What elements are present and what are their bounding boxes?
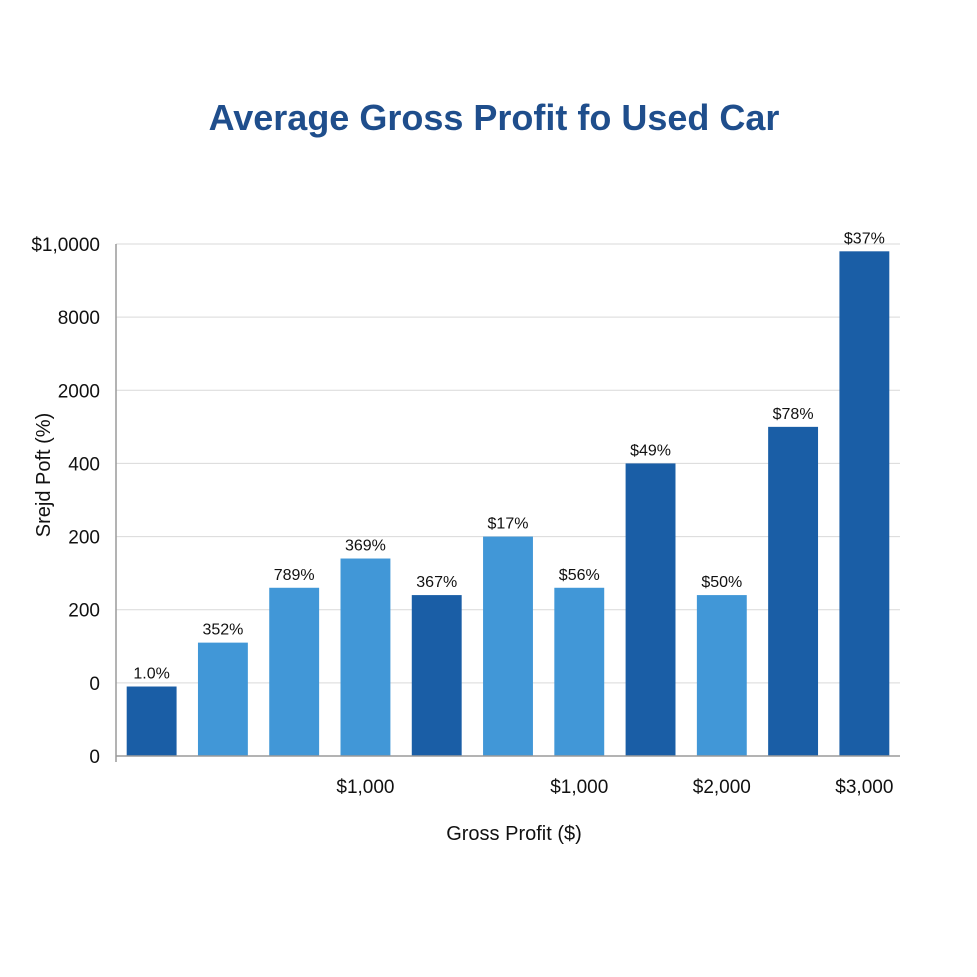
bar	[126, 686, 177, 756]
bar-value-label: 789%	[274, 567, 315, 584]
data-labels: 1.0% 352% 789% 369% 367% $17% $56% $49% $50% $78%…	[133, 230, 884, 682]
y-tick-label: 2000	[58, 381, 100, 402]
bar	[269, 587, 320, 756]
bar	[554, 587, 605, 756]
x-tick-label: $1,000	[550, 777, 608, 798]
bar-value-label: $78%	[773, 406, 814, 423]
bar-value-label: 1.0%	[133, 666, 169, 683]
chart-title: Average Gross Profit fo Used Car	[209, 97, 780, 138]
bar-value-label: $37%	[844, 230, 885, 247]
y-axis-label: Srejd Poft (%)	[33, 413, 55, 537]
x-tick-label: $1,000	[336, 777, 394, 798]
x-tick-label: $2,000	[693, 777, 751, 798]
bar	[340, 558, 391, 756]
y-tick-label: 8000	[58, 308, 100, 329]
y-tick-label: 200	[68, 528, 100, 549]
bar-value-label: $17%	[488, 516, 529, 533]
x-tick-label: $3,000	[835, 777, 893, 798]
x-axis-label: Gross Profit ($)	[446, 823, 582, 845]
bar	[696, 595, 747, 756]
bar-value-label: $50%	[701, 574, 742, 591]
y-tick-label: 400	[68, 454, 100, 475]
bar	[197, 642, 248, 756]
bar	[625, 463, 676, 756]
bar-value-label: $49%	[630, 442, 671, 459]
bar-value-label: $56%	[559, 567, 600, 584]
y-tick-label: 0	[89, 747, 100, 768]
bar	[839, 251, 890, 757]
y-tick-label: 200	[68, 601, 100, 622]
bar-value-label: 367%	[416, 574, 457, 591]
x-axis-ticks: $1,000 $1,000 $2,000 $3,000	[336, 777, 893, 798]
y-tick-label: 0	[89, 674, 100, 695]
y-tick-label: $1,0000	[31, 235, 100, 256]
bar	[483, 536, 533, 756]
y-axis-ticks: 0 0 200 200 400 2000 8000 $1,0000	[31, 235, 100, 768]
bar	[768, 426, 819, 756]
bars	[126, 251, 890, 757]
bar-value-label: 352%	[202, 622, 243, 639]
bar-value-label: 369%	[345, 538, 386, 555]
bar	[411, 595, 462, 756]
